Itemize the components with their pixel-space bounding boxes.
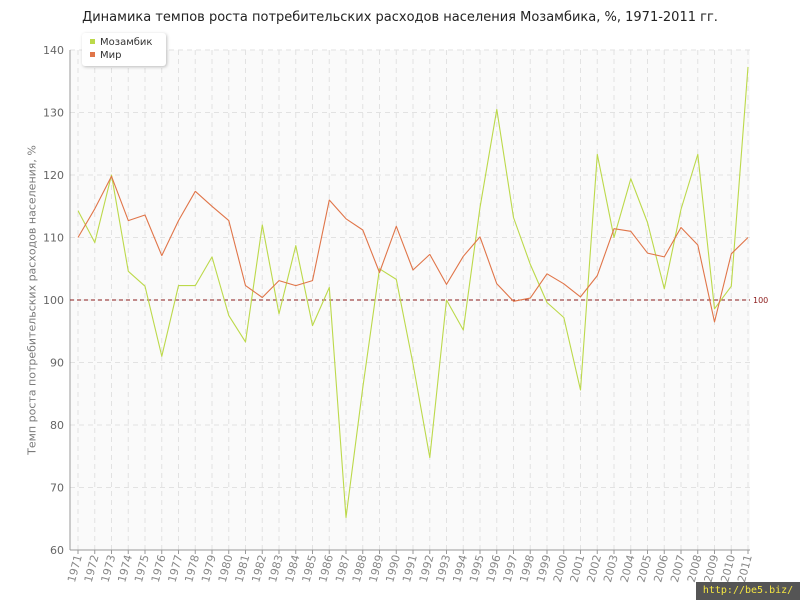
y-tick-label: 140 <box>43 44 64 57</box>
y-tick-label: 90 <box>50 357 64 370</box>
grid-layer <box>70 49 750 551</box>
legend-label-mozambique: Мозамбик <box>100 37 153 48</box>
y-tick-label: 60 <box>50 544 64 557</box>
reference-layer: 100 <box>70 296 768 305</box>
y-tick-label: 120 <box>43 169 64 182</box>
chart-title: Динамика темпов роста потребительских ра… <box>82 10 718 25</box>
legend-swatch-mozambique <box>90 39 95 44</box>
y-tick-label: 80 <box>50 419 64 432</box>
x-tick-label: 2011 <box>735 553 755 583</box>
legend: Мозамбик Мир <box>82 33 166 66</box>
series-line-mozambique <box>77 66 749 519</box>
legend-swatch-world <box>90 52 95 57</box>
legend-item-mozambique[interactable]: Мозамбик <box>90 37 152 49</box>
y-tick-label: 110 <box>43 232 64 245</box>
y-tick-label: 130 <box>43 107 64 120</box>
series-line-world <box>77 175 749 323</box>
legend-label-world: Мир <box>100 50 122 61</box>
series-layer <box>77 66 749 519</box>
watermark-link[interactable]: http://be5.biz/ <box>696 582 800 600</box>
y-tick-label: 70 <box>50 482 64 495</box>
reference-line-label: 100 <box>753 296 768 305</box>
legend-item-world[interactable]: Мир <box>90 50 121 62</box>
y-tick-label: 100 <box>43 294 64 307</box>
